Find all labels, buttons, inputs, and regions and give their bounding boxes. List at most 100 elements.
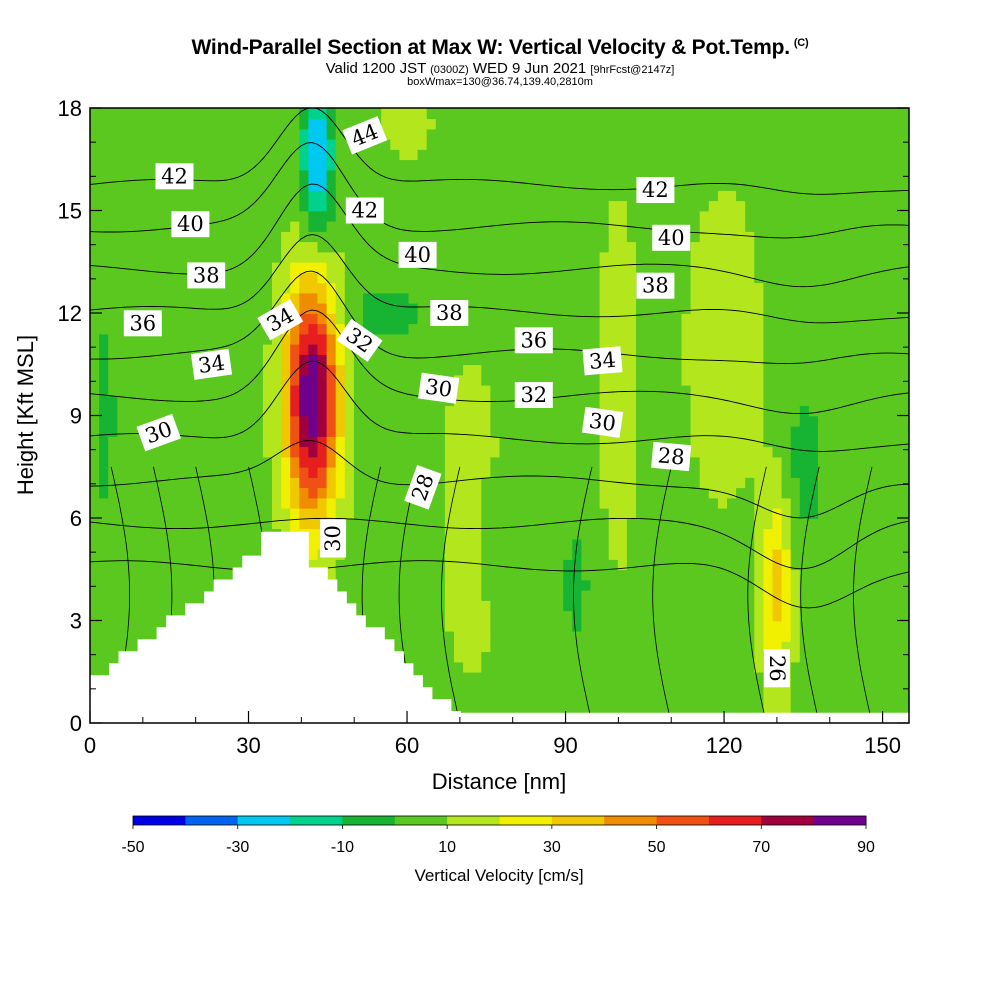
field-cell	[636, 128, 646, 140]
field-cell	[717, 507, 728, 519]
field-cell	[799, 241, 810, 253]
field-cell	[517, 169, 528, 181]
field-cell	[772, 323, 783, 335]
field-cell	[827, 220, 837, 232]
field-cell	[727, 159, 737, 171]
field-cell	[836, 610, 847, 622]
field-cell	[390, 610, 401, 622]
field-cell	[108, 477, 119, 489]
field-cell	[535, 313, 546, 325]
field-cell	[208, 190, 219, 202]
field-cell	[490, 702, 501, 714]
field-cell	[754, 302, 765, 314]
field-cell	[454, 620, 464, 632]
field-cell	[526, 292, 537, 304]
field-cell	[699, 231, 710, 243]
field-cell	[617, 190, 628, 202]
field-cell	[399, 200, 410, 212]
field-cell	[290, 200, 301, 212]
field-cell	[508, 179, 519, 191]
field-cell	[836, 302, 847, 314]
field-cell	[435, 641, 446, 653]
field-cell	[608, 641, 619, 653]
field-cell	[508, 313, 519, 325]
field-cell	[772, 108, 783, 120]
field-cell	[508, 138, 519, 150]
field-cell	[308, 425, 319, 437]
field-cell	[799, 579, 810, 591]
field-cell	[344, 159, 355, 171]
field-cell	[563, 302, 574, 314]
field-cell	[281, 220, 291, 232]
field-cell	[626, 364, 637, 376]
field-cell	[717, 497, 728, 509]
field-cell	[754, 507, 765, 519]
field-cell	[708, 108, 719, 120]
field-cell	[253, 477, 264, 489]
field-cell	[599, 333, 610, 345]
field-cell	[208, 210, 219, 222]
field-cell	[244, 343, 255, 355]
field-cell	[535, 354, 546, 366]
field-cell	[699, 579, 710, 591]
field-cell	[426, 405, 437, 417]
field-cell	[262, 497, 273, 509]
field-cell	[326, 251, 337, 263]
field-cell	[399, 405, 410, 417]
field-cell	[554, 200, 564, 212]
field-cell	[699, 292, 710, 304]
field-cell	[335, 272, 346, 284]
field-cell	[626, 220, 637, 232]
field-cell	[90, 128, 100, 140]
field-cell	[399, 138, 410, 150]
field-cell	[390, 200, 401, 212]
field-cell	[799, 159, 810, 171]
field-cell	[654, 149, 665, 161]
field-cell	[463, 220, 473, 232]
field-cell	[790, 282, 801, 294]
field-cell	[763, 589, 774, 601]
field-cell	[117, 630, 128, 642]
field-cell	[617, 354, 628, 366]
field-cell	[545, 661, 555, 673]
field-cell	[426, 425, 437, 437]
field-cell	[754, 118, 765, 130]
field-cell	[799, 548, 810, 560]
field-cell	[681, 528, 692, 540]
field-cell	[663, 641, 674, 653]
field-cell	[790, 169, 801, 181]
field-cell	[699, 333, 710, 345]
field-cell	[645, 456, 655, 468]
field-cell	[608, 528, 619, 540]
field-cell	[144, 507, 155, 519]
field-cell	[727, 436, 737, 448]
field-cell	[608, 507, 619, 519]
field-cell	[545, 231, 555, 243]
field-cell	[535, 138, 546, 150]
field-cell	[681, 302, 692, 314]
field-cell	[563, 159, 574, 171]
field-cell	[417, 364, 428, 376]
field-cell	[162, 190, 173, 202]
field-cell	[763, 190, 774, 202]
field-cell	[490, 179, 501, 191]
field-cell	[335, 138, 346, 150]
field-cell	[690, 231, 701, 243]
field-cell	[790, 128, 801, 140]
field-cell	[335, 466, 346, 478]
field-cell	[199, 149, 210, 161]
field-cell	[472, 497, 483, 509]
field-cell	[463, 179, 473, 191]
field-cell	[617, 600, 628, 612]
field-cell	[208, 579, 219, 591]
field-cell	[672, 200, 683, 212]
field-cell	[827, 364, 837, 376]
field-cell	[153, 589, 164, 601]
field-cell	[672, 261, 683, 273]
field-cell	[381, 374, 392, 386]
field-cell	[563, 128, 574, 140]
field-cell	[153, 456, 164, 468]
field-cell	[608, 210, 619, 222]
field-cell	[563, 169, 574, 181]
field-cell	[199, 559, 210, 571]
